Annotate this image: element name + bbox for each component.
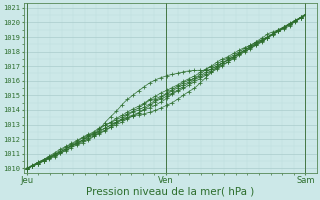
- X-axis label: Pression niveau de la mer( hPa ): Pression niveau de la mer( hPa ): [86, 187, 254, 197]
